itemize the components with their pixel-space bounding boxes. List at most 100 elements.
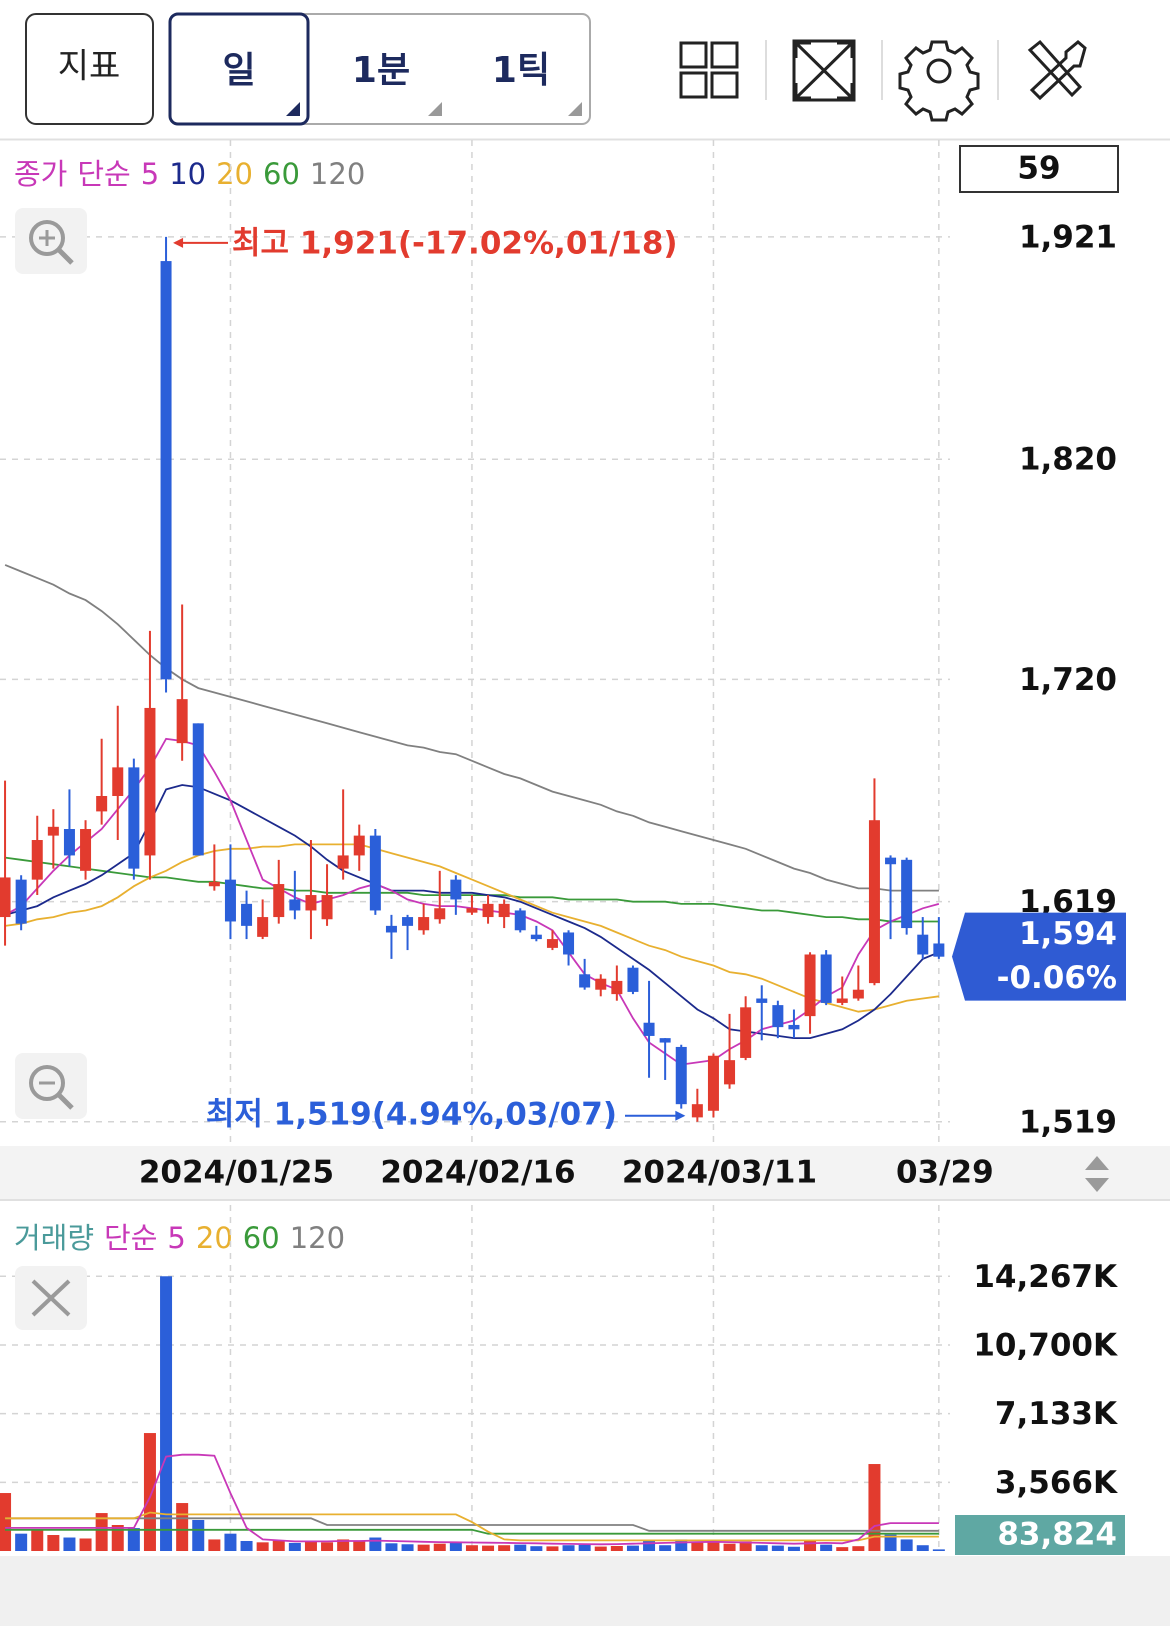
layout-icon[interactable] [679, 41, 739, 99]
volume-bar [449, 1542, 462, 1551]
candle-body [160, 261, 172, 680]
dropdown-corner [428, 102, 442, 116]
volume-bar [0, 1493, 12, 1551]
candle-body [836, 998, 848, 1003]
candle-body [659, 1038, 671, 1043]
y-tick-label: 10,700K [973, 1327, 1118, 1363]
candle-body [852, 989, 864, 999]
legend-title: 종가 [14, 157, 67, 191]
candle-body [691, 1104, 703, 1118]
y-tick-label: 3,566K [995, 1465, 1118, 1501]
volume-bar [852, 1546, 865, 1551]
plot [0, 1276, 945, 1551]
candle-body [724, 1060, 736, 1085]
candle-body [305, 895, 317, 911]
zoom-out-button[interactable] [15, 1053, 87, 1119]
annotation-arrowhead [173, 237, 184, 248]
indicator-button[interactable] [25, 13, 154, 125]
fullscreen-icon[interactable] [792, 39, 856, 102]
volume-average [5, 1528, 939, 1535]
volume-bar [176, 1503, 189, 1551]
current-volume: 83,824 [997, 1517, 1117, 1553]
volume-bar [820, 1544, 833, 1551]
zoom-in-button[interactable] [15, 208, 87, 274]
volume-bar [288, 1542, 301, 1551]
date-axis: 2024/01/25 2024/02/16 2024/03/11 03/29 [139, 1155, 994, 1191]
volume-bar [47, 1535, 60, 1551]
visible-count: 59 [1017, 151, 1060, 187]
volume-average [5, 1517, 939, 1532]
volume-bar [369, 1537, 382, 1551]
count-box [959, 145, 1119, 193]
candle-body [933, 943, 945, 957]
volume-bar [707, 1540, 720, 1551]
current-price-tag [952, 912, 1126, 1001]
candle-body [482, 903, 494, 918]
candle-body [47, 826, 59, 836]
volume-bar [626, 1545, 639, 1551]
candle-body [434, 908, 446, 920]
x-tick-label: 03/29 [896, 1155, 994, 1191]
close-volume-button[interactable] [15, 1266, 87, 1330]
volume-bar [723, 1543, 736, 1551]
legend-item: 120 [310, 157, 365, 191]
high-annotation: 최고 1,921(-17.02%,01/18) [232, 225, 678, 261]
volume-bar [691, 1542, 704, 1551]
period-button[interactable]: 1분 [352, 50, 410, 91]
candle-body [514, 910, 526, 931]
plot [0, 236, 945, 1122]
candle-body [917, 934, 929, 955]
volume-bar [884, 1534, 897, 1551]
moving-average [4, 843, 940, 1013]
candle-body [418, 917, 430, 931]
legend-item: 5 [167, 1221, 185, 1255]
candle-body [353, 835, 365, 856]
volume-bar [321, 1542, 334, 1551]
candle-body [241, 903, 253, 926]
legend-title: 거래량 [14, 1221, 94, 1255]
tools-icon[interactable] [1027, 39, 1087, 101]
candle-body [820, 954, 832, 1003]
candle-body [0, 877, 11, 918]
candle-body [627, 967, 639, 992]
volume-bar [111, 1525, 124, 1551]
period-button[interactable]: 1틱 [492, 50, 550, 91]
volume-bar [675, 1539, 688, 1551]
candle-body [579, 974, 591, 988]
legend-item: 5 [141, 157, 159, 191]
volume-bar [127, 1528, 140, 1551]
candle-body [868, 820, 880, 984]
candle-body [112, 767, 124, 796]
candle-body [273, 884, 285, 918]
volume-bar [401, 1544, 414, 1551]
legend-item: 20 [196, 1221, 233, 1255]
candle-body [756, 998, 768, 1003]
volume-bar [433, 1543, 446, 1551]
period-button[interactable]: 일 [222, 50, 255, 91]
volume-bar [353, 1540, 366, 1551]
candle-body [740, 1007, 752, 1058]
settings-icon[interactable] [898, 40, 980, 122]
candle-body [885, 857, 897, 865]
volume-bar [755, 1545, 768, 1551]
candle-body [176, 699, 188, 744]
period-selected [168, 12, 310, 126]
legend-item: 60 [243, 1221, 280, 1255]
volume-bar [836, 1547, 849, 1551]
volume-bar [304, 1541, 317, 1551]
scroll-arrows[interactable] [1085, 1156, 1109, 1192]
current-volume-tag [955, 1515, 1125, 1555]
volume-bar [160, 1276, 173, 1551]
indicator-button-label[interactable]: 지표 [58, 47, 121, 87]
volume-bar [916, 1545, 929, 1551]
candle-body [402, 917, 414, 926]
volume-bar [192, 1519, 205, 1551]
candle-body [450, 879, 462, 900]
candle-body [901, 859, 913, 929]
legend-item: 20 [216, 157, 253, 191]
legend-item: 120 [290, 1221, 345, 1255]
volume-bar [143, 1433, 156, 1551]
volume-bar [610, 1545, 623, 1551]
dropdown-corner [568, 102, 582, 116]
